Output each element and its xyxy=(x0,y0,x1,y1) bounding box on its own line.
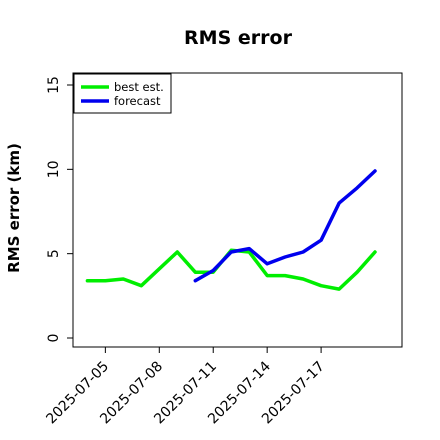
y-axis: 0 5 10 15 xyxy=(46,76,73,342)
y-tick-label: 0 xyxy=(46,334,62,343)
legend-label-forecast: forecast xyxy=(114,94,161,108)
series-line-forecast xyxy=(193,169,377,283)
x-axis: 2025-07-052025-07-082025-07-112025-07-14… xyxy=(43,347,328,427)
y-tick-label: 10 xyxy=(46,160,62,178)
y-tick-label: 15 xyxy=(46,76,62,94)
y-axis-label: RMS error (km) xyxy=(5,143,23,273)
legend: best est. forecast xyxy=(73,73,172,114)
series-lines xyxy=(85,169,377,291)
y-tick-label: 5 xyxy=(46,249,62,258)
plot-area xyxy=(72,72,403,348)
legend-label-best-est: best est. xyxy=(114,80,164,94)
series-line-best-est xyxy=(85,248,377,291)
chart-title: RMS error xyxy=(184,27,293,49)
legend-box xyxy=(73,73,172,114)
